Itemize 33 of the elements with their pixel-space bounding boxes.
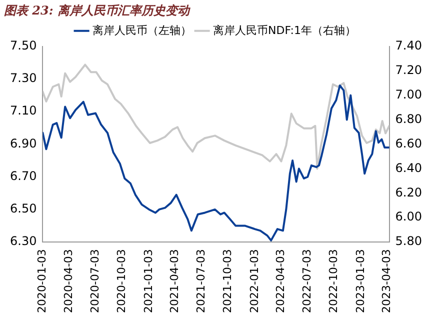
x-tick-label: 2020-07-03 bbox=[88, 249, 102, 314]
y2-tick-label: 6.80 bbox=[395, 112, 422, 126]
legend-label: 离岸人民币（左轴） bbox=[92, 24, 192, 37]
x-tick-label: 2020-10-03 bbox=[115, 249, 128, 314]
chart-title: 图表 23: 离岸人民币汇率历史变动 bbox=[4, 3, 190, 18]
x-tick-label: 2022-01-03 bbox=[248, 249, 261, 314]
y2-tick-label: 6.40 bbox=[395, 160, 422, 175]
y2-tick-label: 7.00 bbox=[395, 87, 422, 102]
x-tick-label: 2022-07-03 bbox=[300, 249, 314, 314]
x-tick-label: 2022-04-03 bbox=[274, 249, 288, 314]
legend-label: 离岸人民币NDF:1年（右轴） bbox=[213, 24, 356, 37]
x-tick-label: 2023-04-03 bbox=[380, 249, 394, 314]
x-tick-label: 2021-10-03 bbox=[221, 249, 234, 314]
y-tick-label: 7.30 bbox=[10, 71, 37, 86]
y-tick-label: 6.30 bbox=[10, 234, 37, 248]
x-tick-label: 2022-10-03 bbox=[327, 249, 340, 314]
x-tick-label: 2023-01-03 bbox=[354, 249, 367, 314]
y2-tick-label: 7.40 bbox=[395, 38, 422, 53]
y2-tick-label: 6.60 bbox=[395, 136, 422, 150]
y-tick-label: 6.50 bbox=[10, 202, 37, 216]
y2-tick-label: 5.80 bbox=[395, 234, 422, 248]
y-tick-label: 7.50 bbox=[10, 38, 37, 53]
x-tick-label: 2021-04-03 bbox=[168, 249, 182, 314]
y2-tick-label: 6.20 bbox=[395, 185, 422, 200]
y2-tick-label: 6.00 bbox=[395, 210, 422, 224]
y2-tick-label: 7.20 bbox=[395, 62, 422, 77]
x-tick-label: 2021-01-03 bbox=[142, 249, 155, 314]
y-tick-label: 7.10 bbox=[10, 104, 37, 118]
x-tick-label: 2020-01-03 bbox=[36, 249, 49, 314]
y-tick-label: 6.90 bbox=[10, 136, 37, 150]
x-tick-label: 2020-04-03 bbox=[62, 249, 76, 314]
y-tick-label: 6.70 bbox=[10, 168, 37, 183]
x-tick-label: 2021-07-03 bbox=[194, 249, 208, 314]
